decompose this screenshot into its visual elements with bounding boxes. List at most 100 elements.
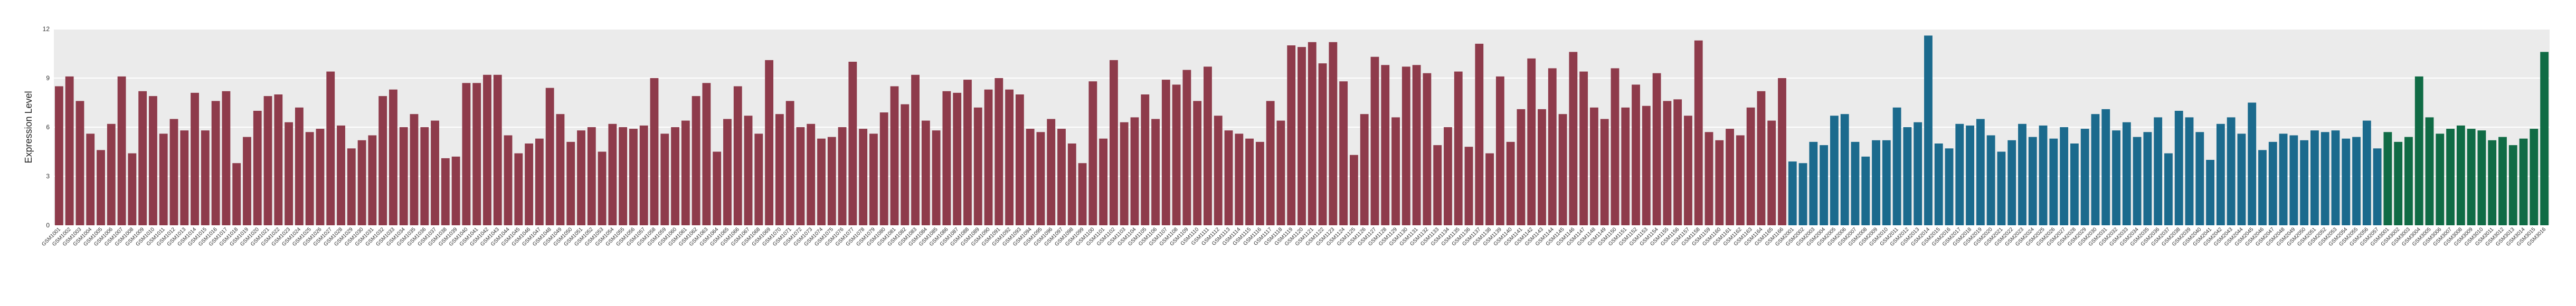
bar [1673, 99, 1682, 225]
bar [1475, 43, 1484, 226]
bar [817, 138, 826, 225]
bar [149, 96, 157, 225]
bar [1224, 130, 1233, 225]
bar [859, 129, 868, 225]
bar [1830, 116, 1839, 225]
bar [1444, 127, 1452, 225]
bar [2216, 123, 2225, 225]
bar [1704, 132, 1713, 225]
bar [1506, 141, 1515, 225]
bar [274, 94, 283, 225]
bar [1757, 91, 1766, 225]
bar [1684, 116, 1692, 225]
bar [2383, 132, 2392, 225]
bar [2101, 109, 2110, 225]
bar [201, 130, 210, 225]
bar [765, 60, 774, 226]
bar [2394, 141, 2403, 225]
bar [1401, 66, 1410, 226]
bar [180, 130, 189, 225]
bar [598, 151, 607, 225]
bar [1026, 129, 1035, 225]
bar [2519, 138, 2528, 225]
bar [1339, 81, 1348, 225]
bar [2289, 135, 2298, 225]
bar [1141, 94, 1150, 225]
bar [368, 135, 377, 225]
bar [827, 137, 836, 225]
bar [2530, 129, 2539, 225]
y-tick-label: 12 [43, 25, 50, 33]
bar [890, 86, 899, 225]
bar [107, 123, 116, 225]
bar [2414, 76, 2423, 225]
bar [1558, 114, 1567, 225]
bar [744, 116, 753, 225]
bar [1986, 135, 1995, 225]
bar [54, 86, 63, 225]
bar [1423, 73, 1432, 225]
bar [128, 153, 137, 225]
bar [525, 144, 534, 225]
bar [1945, 148, 1954, 225]
bar [1851, 141, 1860, 225]
bar [733, 86, 742, 225]
bar [1840, 114, 1849, 225]
bar [1694, 40, 1703, 225]
bar [451, 156, 460, 225]
bar [472, 83, 481, 226]
bar [389, 89, 397, 225]
bar [1778, 78, 1786, 225]
bar [2467, 129, 2476, 225]
bar [2007, 140, 2016, 225]
bar [337, 125, 345, 225]
bar [1454, 71, 1463, 225]
bar [1485, 153, 1494, 225]
bar [1914, 122, 1922, 225]
bar [2425, 117, 2434, 225]
y-tick-label: 3 [46, 173, 50, 180]
bar [2164, 153, 2173, 225]
bar [1861, 156, 1870, 225]
bar [1903, 127, 1912, 225]
bar [1976, 119, 1985, 225]
bar [692, 96, 700, 225]
bar [1746, 107, 1755, 225]
y-tick-label: 0 [46, 222, 50, 229]
bar [2227, 117, 2236, 225]
bar [1015, 94, 1024, 225]
bar [2060, 127, 2069, 225]
bar [1767, 120, 1776, 225]
bar [2498, 137, 2507, 225]
bar [775, 114, 784, 225]
bar [1182, 70, 1191, 225]
bar [2446, 129, 2455, 225]
bar [2154, 117, 2163, 225]
bar [1412, 65, 1421, 225]
bar [1172, 84, 1181, 225]
bar [1642, 106, 1651, 225]
bar [1517, 109, 1526, 225]
bar [1798, 163, 1807, 225]
bar [1663, 101, 1672, 225]
bar [1882, 140, 1891, 225]
bar [420, 127, 429, 225]
bar [2540, 52, 2549, 226]
bar [1652, 73, 1661, 225]
bar [2310, 130, 2319, 225]
bar [1527, 58, 1536, 226]
bar [2143, 132, 2152, 225]
bar [2404, 137, 2413, 225]
bar [1349, 155, 1358, 225]
bar [2174, 111, 2183, 225]
bar [1161, 80, 1170, 225]
bar [556, 114, 565, 225]
bar [879, 112, 888, 225]
bar [514, 153, 523, 225]
bar [75, 101, 84, 225]
bar [785, 101, 794, 225]
bar [1110, 60, 1118, 226]
bar [2331, 130, 2340, 225]
bar [942, 91, 951, 225]
